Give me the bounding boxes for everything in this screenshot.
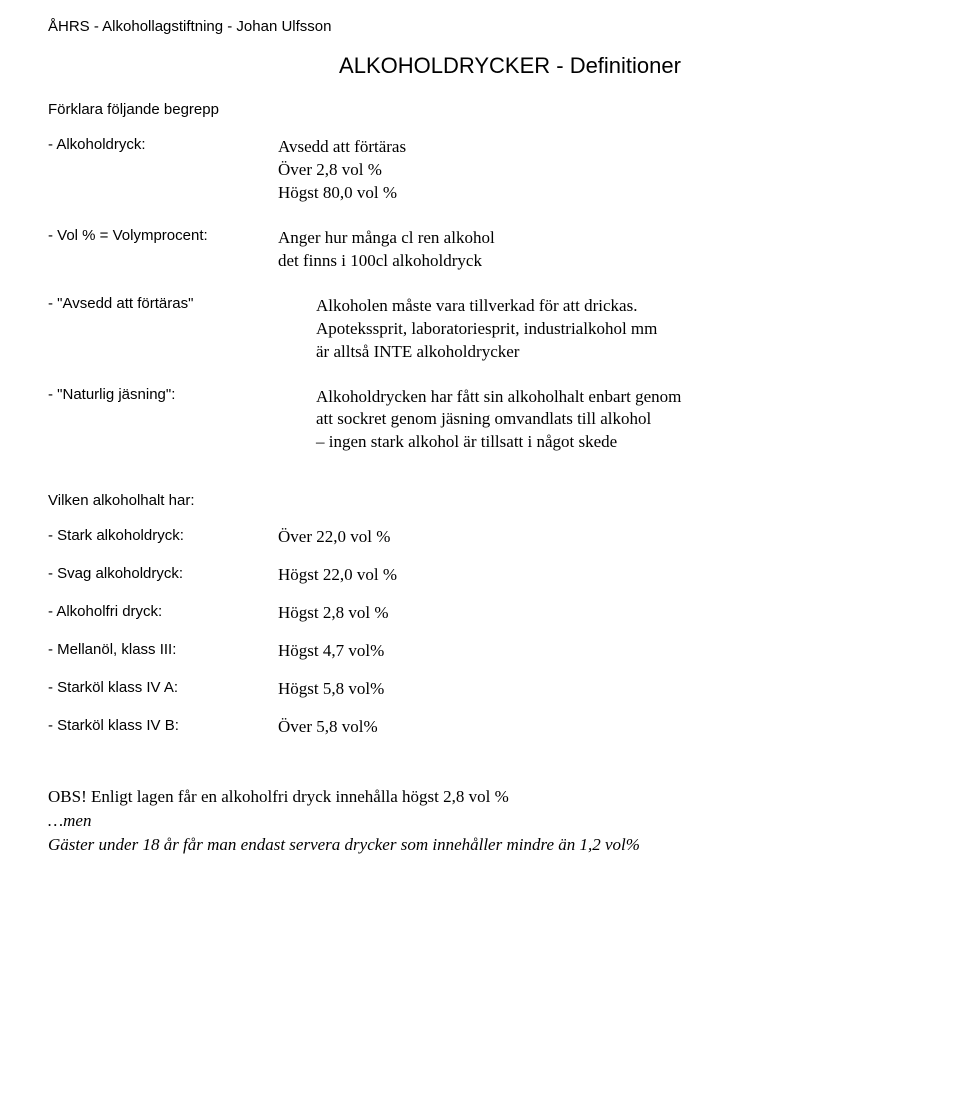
section2-head: Vilken alkoholhalt har: [48, 492, 912, 509]
def-line: Alkoholen måste vara tillverkad för att … [316, 296, 637, 315]
def-body: Alkoholen måste vara tillverkad för att … [278, 295, 912, 364]
def-row: - Vol % = Volymprocent: Anger hur många … [48, 227, 912, 273]
def-term: - Alkoholdryck: [48, 136, 278, 205]
def-body: Anger hur många cl ren alkohol det finns… [278, 227, 912, 273]
page-header: ÅHRS - Alkohollagstiftning - Johan Ulfss… [48, 18, 912, 35]
def-line: Alkoholdrycken har fått sin alkoholhalt … [316, 387, 681, 406]
halt-row: - Alkoholfri dryck: Högst 2,8 vol % [48, 603, 912, 623]
def-row: - "Naturlig jäsning": Alkoholdrycken har… [48, 386, 912, 455]
def-line: Över 2,8 vol % [278, 160, 382, 179]
def-body: Avsedd att förtäras Över 2,8 vol % Högst… [278, 136, 912, 205]
halt-row: - Stark alkoholdryck: Över 22,0 vol % [48, 527, 912, 547]
halt-term: - Stark alkoholdryck: [48, 527, 278, 547]
halt-term: - Starköl klass IV B: [48, 717, 278, 737]
halt-value: Högst 2,8 vol % [278, 603, 912, 623]
footnote: OBS! Enligt lagen får en alkoholfri dryc… [48, 785, 912, 856]
halt-value: Över 22,0 vol % [278, 527, 912, 547]
halt-row: - Svag alkoholdryck: Högst 22,0 vol % [48, 565, 912, 585]
def-line: Avsedd att förtäras [278, 137, 406, 156]
def-line: det finns i 100cl alkoholdryck [278, 251, 482, 270]
def-line: – ingen stark alkohol är tillsatt i någo… [316, 432, 617, 451]
halt-value: Högst 5,8 vol% [278, 679, 912, 699]
halt-term: - Starköl klass IV A: [48, 679, 278, 699]
halt-term: - Svag alkoholdryck: [48, 565, 278, 585]
halt-value: Högst 22,0 vol % [278, 565, 912, 585]
halt-value: Över 5,8 vol% [278, 717, 912, 737]
def-term: - Vol % = Volymprocent: [48, 227, 278, 273]
footnote-line: Gäster under 18 år får man endast server… [48, 835, 640, 854]
def-line: Högst 80,0 vol % [278, 183, 397, 202]
def-line: är alltså INTE alkoholdrycker [316, 342, 519, 361]
halt-row: - Starköl klass IV B: Över 5,8 vol% [48, 717, 912, 737]
def-row: - "Avsedd att förtäras" Alkoholen måste … [48, 295, 912, 364]
halt-term: - Mellanöl, klass III: [48, 641, 278, 661]
halt-value: Högst 4,7 vol% [278, 641, 912, 661]
footnote-line: OBS! Enligt lagen får en alkoholfri dryc… [48, 787, 509, 806]
halt-row: - Starköl klass IV A: Högst 5,8 vol% [48, 679, 912, 699]
section-intro: Förklara följande begrepp [48, 101, 912, 118]
footnote-line: …men [48, 811, 91, 830]
def-line: att sockret genom jäsning omvandlats til… [316, 409, 651, 428]
def-line: Apotekssprit, laboratoriesprit, industri… [316, 319, 657, 338]
halt-term: - Alkoholfri dryck: [48, 603, 278, 623]
page-title: ALKOHOLDRYCKER - Definitioner [48, 53, 912, 79]
def-term: - "Avsedd att förtäras" [48, 295, 278, 364]
halt-row: - Mellanöl, klass III: Högst 4,7 vol% [48, 641, 912, 661]
def-term: - "Naturlig jäsning": [48, 386, 278, 455]
def-row: - Alkoholdryck: Avsedd att förtäras Över… [48, 136, 912, 205]
def-body: Alkoholdrycken har fått sin alkoholhalt … [278, 386, 912, 455]
def-line: Anger hur många cl ren alkohol [278, 228, 495, 247]
